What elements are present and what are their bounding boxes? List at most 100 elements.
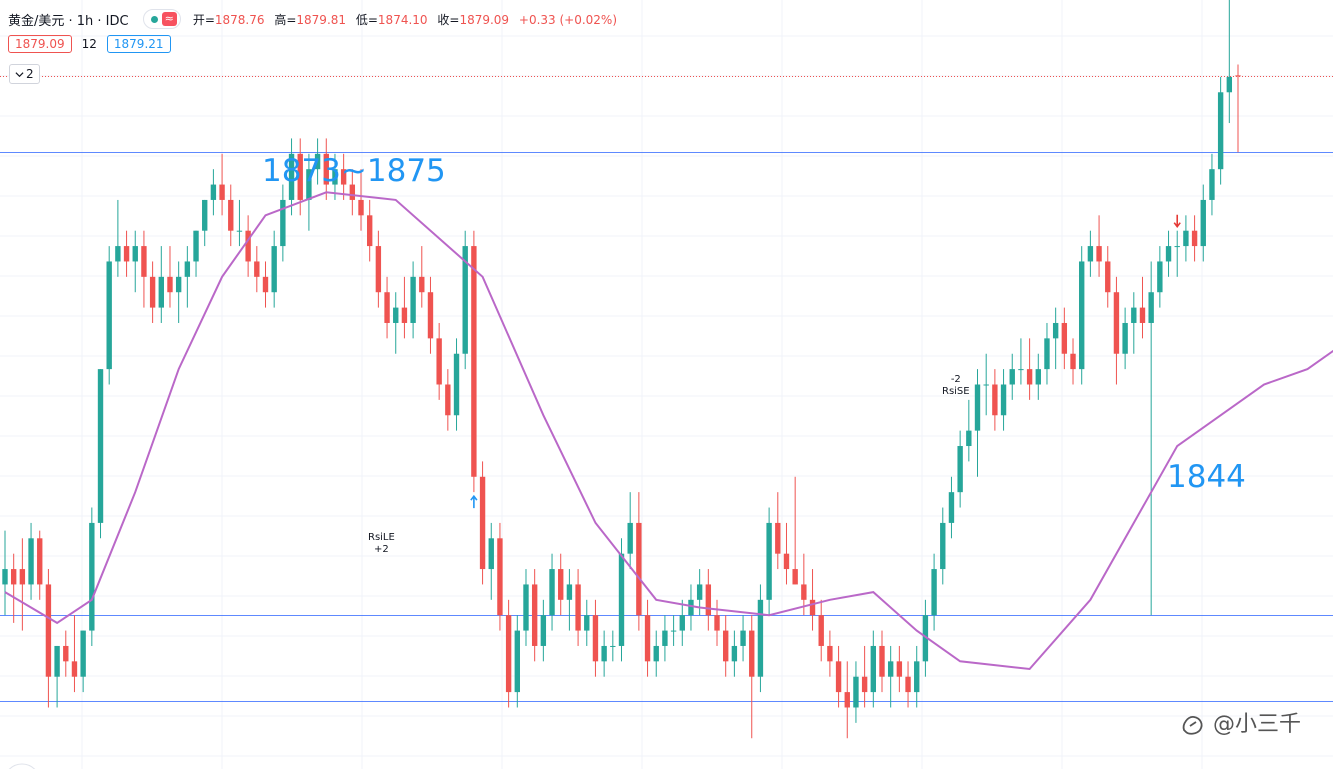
candle xyxy=(861,645,868,708)
indicator-toggle-button[interactable]: 2 xyxy=(9,64,40,84)
candle xyxy=(584,599,590,646)
candle xyxy=(37,530,43,600)
candle xyxy=(167,246,173,308)
candle-body xyxy=(358,199,364,216)
candle-body xyxy=(887,661,894,677)
candle-body xyxy=(10,569,17,585)
candle-body xyxy=(514,630,520,693)
candle xyxy=(323,138,329,200)
candle-body xyxy=(323,153,329,185)
candle-body xyxy=(219,184,225,200)
candle-body xyxy=(835,661,842,693)
sell-price-button[interactable]: 1879.09 xyxy=(8,35,72,53)
candle xyxy=(306,153,312,231)
candle xyxy=(1079,246,1085,385)
candle-body xyxy=(236,230,243,232)
status-badges[interactable]: ≈ xyxy=(142,9,181,29)
candle xyxy=(723,615,729,677)
candle-body xyxy=(132,246,138,262)
candle xyxy=(2,530,8,616)
candle xyxy=(45,569,52,708)
upper-level-label: 1873~1875 xyxy=(262,153,446,189)
candle-body xyxy=(158,276,164,308)
candle xyxy=(1087,230,1094,277)
candle xyxy=(497,522,503,631)
candle-body xyxy=(410,276,416,323)
candle xyxy=(419,246,425,308)
candle-body xyxy=(914,661,920,693)
candles xyxy=(2,0,1241,739)
candle-body xyxy=(401,307,408,323)
candle-body xyxy=(71,661,78,677)
candle-body xyxy=(288,153,295,200)
candle xyxy=(775,492,781,570)
candle xyxy=(1070,338,1076,385)
candle xyxy=(1209,153,1215,216)
candle-body xyxy=(757,599,764,677)
candle-body xyxy=(957,446,963,493)
candle xyxy=(393,292,399,354)
candle xyxy=(340,153,347,200)
candle-body xyxy=(531,584,538,646)
candle xyxy=(1235,64,1241,153)
candle xyxy=(662,615,668,662)
candle-body xyxy=(974,384,981,431)
open-label: 开= xyxy=(192,12,215,27)
candle xyxy=(714,599,720,646)
candle xyxy=(314,138,321,185)
candle-body xyxy=(184,261,191,277)
candle-body xyxy=(1174,246,1180,248)
candle-body xyxy=(297,153,303,200)
candle xyxy=(280,184,286,262)
close-value: 1879.09 xyxy=(459,12,510,27)
close-label: 收= xyxy=(437,12,460,27)
candle xyxy=(1165,230,1172,277)
candle-body xyxy=(488,538,494,570)
candle xyxy=(1105,246,1111,308)
candle xyxy=(271,230,277,308)
candle-body xyxy=(175,276,182,293)
candle xyxy=(375,230,382,308)
candle xyxy=(566,569,573,631)
candle xyxy=(63,630,69,677)
candle-body xyxy=(436,338,442,385)
candle-body xyxy=(1000,384,1007,416)
candle xyxy=(193,230,199,277)
candle xyxy=(219,153,225,216)
candle-body xyxy=(141,246,147,277)
candle-body xyxy=(766,522,772,600)
candle-body xyxy=(271,246,277,293)
candle-body xyxy=(861,676,868,693)
wave-icon: ≈ xyxy=(161,12,177,26)
short-signal-name: RsiSE xyxy=(942,386,970,397)
candle xyxy=(983,353,989,416)
buy-price-button[interactable]: 1879.21 xyxy=(106,35,171,53)
candle xyxy=(757,584,764,693)
candle-body xyxy=(558,569,564,600)
candle-body xyxy=(37,538,43,585)
candle-body xyxy=(471,246,477,477)
candle xyxy=(896,645,903,693)
candle xyxy=(410,261,416,339)
weibo-logo-icon xyxy=(1182,716,1203,735)
candle-body xyxy=(1131,307,1137,323)
candle xyxy=(992,369,998,431)
high-value: 1879.81 xyxy=(296,12,347,27)
candle xyxy=(471,230,477,493)
candle-body xyxy=(1035,369,1041,385)
symbol-title[interactable]: 黄金/美元 · 1h · IDC xyxy=(8,13,129,29)
candle-body xyxy=(1217,92,1224,170)
candle-body xyxy=(349,184,356,200)
candle xyxy=(653,630,659,677)
quote-row: 1879.09 12 1879.21 xyxy=(8,35,171,53)
candle xyxy=(210,169,217,216)
candle-body xyxy=(28,538,34,585)
candle-body xyxy=(940,522,946,570)
candle xyxy=(1174,230,1180,277)
spread-value: 12 xyxy=(81,37,97,51)
candle-body xyxy=(705,584,712,616)
candle-body xyxy=(644,615,651,662)
candle xyxy=(549,553,555,631)
candle-body xyxy=(844,692,850,708)
